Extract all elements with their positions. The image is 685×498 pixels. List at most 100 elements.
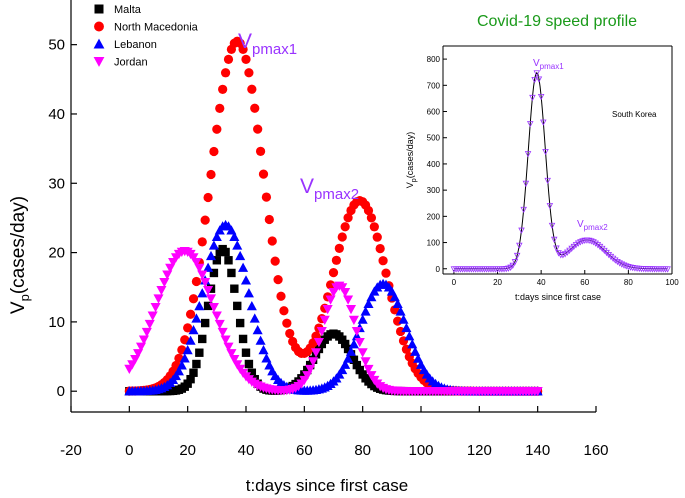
inset-y-tick-label: 100 bbox=[427, 239, 441, 248]
legend-marker-lebanon bbox=[93, 38, 105, 49]
inset-data-point bbox=[555, 250, 562, 257]
data-point bbox=[153, 294, 164, 304]
data-point bbox=[144, 319, 155, 330]
data-point bbox=[209, 146, 219, 157]
legend: Malta North Macedonia Lebanon Jordan bbox=[93, 4, 199, 69]
data-point bbox=[170, 370, 182, 381]
data-point bbox=[360, 306, 371, 316]
inset-y-axis-label-sub: p bbox=[411, 178, 418, 182]
inset-data-point bbox=[522, 180, 530, 188]
inset-y-tick-label: 600 bbox=[427, 108, 441, 117]
data-point bbox=[337, 364, 348, 375]
data-point bbox=[348, 339, 359, 349]
inset-data-point bbox=[664, 266, 671, 273]
inset-chart-south-korea: 0 20 40 60 80 100 0 100 200 300 400 500 600 700 800 t:… bbox=[405, 45, 679, 302]
data-point bbox=[194, 263, 205, 274]
main-x-tick-label: -20 bbox=[60, 442, 82, 459]
main-x-tick-label: 80 bbox=[354, 442, 371, 459]
inset-data-point bbox=[614, 258, 621, 266]
vpmax1-v: V bbox=[238, 30, 252, 53]
inset-data-point bbox=[622, 263, 630, 270]
inset-data-point bbox=[542, 148, 549, 156]
inset-data-point bbox=[603, 249, 610, 257]
data-point bbox=[303, 365, 312, 375]
data-point bbox=[310, 348, 322, 358]
data-point bbox=[212, 124, 222, 134]
data-point bbox=[220, 68, 231, 78]
data-point bbox=[244, 359, 254, 369]
data-point bbox=[183, 323, 193, 333]
data-point bbox=[381, 268, 391, 278]
data-point bbox=[209, 268, 219, 278]
main-x-tick-label: 140 bbox=[525, 442, 550, 459]
data-point bbox=[226, 349, 237, 359]
data-point bbox=[205, 294, 217, 304]
data-point bbox=[185, 309, 196, 319]
main-y-tick-label: 0 bbox=[57, 383, 65, 400]
main-x-tick-label: 0 bbox=[125, 442, 133, 459]
main-y-tick-label: 30 bbox=[48, 175, 65, 192]
data-point bbox=[183, 379, 192, 388]
inset-data-point bbox=[588, 238, 595, 245]
inset-data-point bbox=[601, 247, 608, 255]
data-point bbox=[188, 253, 199, 263]
data-point bbox=[270, 256, 280, 266]
data-point bbox=[325, 295, 336, 305]
data-point bbox=[205, 250, 217, 261]
data-point bbox=[150, 302, 161, 313]
inset-y-tick-label: 400 bbox=[427, 160, 441, 169]
data-point bbox=[308, 357, 319, 367]
data-point bbox=[135, 342, 147, 352]
data-point bbox=[229, 231, 240, 241]
main-series bbox=[124, 36, 543, 397]
inset-data-point bbox=[544, 177, 551, 185]
data-point bbox=[407, 339, 418, 349]
data-point bbox=[203, 286, 214, 296]
main-x-tick-label: 160 bbox=[583, 442, 608, 459]
data-point bbox=[319, 315, 330, 325]
data-point bbox=[305, 364, 316, 375]
inset-x-tick-label: 0 bbox=[452, 278, 457, 287]
inset-data-point bbox=[594, 242, 602, 249]
main-ticks: -20 0 20 40 60 80 100 120 140 160 0 10 20 30 40 50 bbox=[48, 37, 608, 459]
inset-data-point bbox=[607, 253, 615, 261]
data-point bbox=[189, 368, 198, 377]
data-point bbox=[203, 192, 213, 203]
data-point bbox=[230, 284, 239, 293]
vpmax1-annotation: Vpmax1 bbox=[238, 30, 297, 58]
vpmax1-sub: pmax1 bbox=[252, 41, 297, 58]
data-point bbox=[233, 301, 242, 311]
data-point bbox=[325, 280, 336, 290]
data-point bbox=[138, 335, 149, 345]
data-point bbox=[316, 326, 327, 337]
data-point bbox=[185, 335, 196, 345]
data-point bbox=[375, 243, 385, 254]
data-point bbox=[261, 192, 272, 202]
data-point bbox=[235, 318, 245, 328]
data-point bbox=[340, 359, 351, 369]
main-y-axis-label-sub: p bbox=[17, 294, 32, 301]
data-point bbox=[343, 295, 354, 305]
data-point bbox=[343, 353, 354, 363]
main-y-tick-label: 50 bbox=[48, 37, 65, 54]
data-point bbox=[252, 324, 263, 335]
data-point bbox=[363, 298, 374, 309]
data-point bbox=[258, 345, 269, 355]
data-point bbox=[366, 213, 377, 223]
inset-y-axis-label: Vp(cases/day) bbox=[405, 132, 418, 188]
data-point bbox=[247, 368, 257, 377]
data-point bbox=[249, 313, 260, 323]
inset-vpmax2-v: V bbox=[577, 219, 584, 230]
data-point bbox=[372, 232, 382, 242]
inset-x-axis-label: t:days since first case bbox=[515, 292, 601, 302]
inset-y-tick-label: 0 bbox=[436, 265, 441, 274]
inset-data-point bbox=[550, 236, 558, 244]
data-point bbox=[389, 292, 400, 302]
data-point bbox=[340, 339, 350, 349]
data-point bbox=[238, 262, 249, 272]
main-y-tick-label: 40 bbox=[48, 106, 65, 123]
inset-country-label: South Korea bbox=[612, 110, 657, 119]
data-point bbox=[348, 315, 359, 325]
main-x-tick-label: 100 bbox=[408, 442, 433, 459]
data-point bbox=[176, 360, 187, 370]
